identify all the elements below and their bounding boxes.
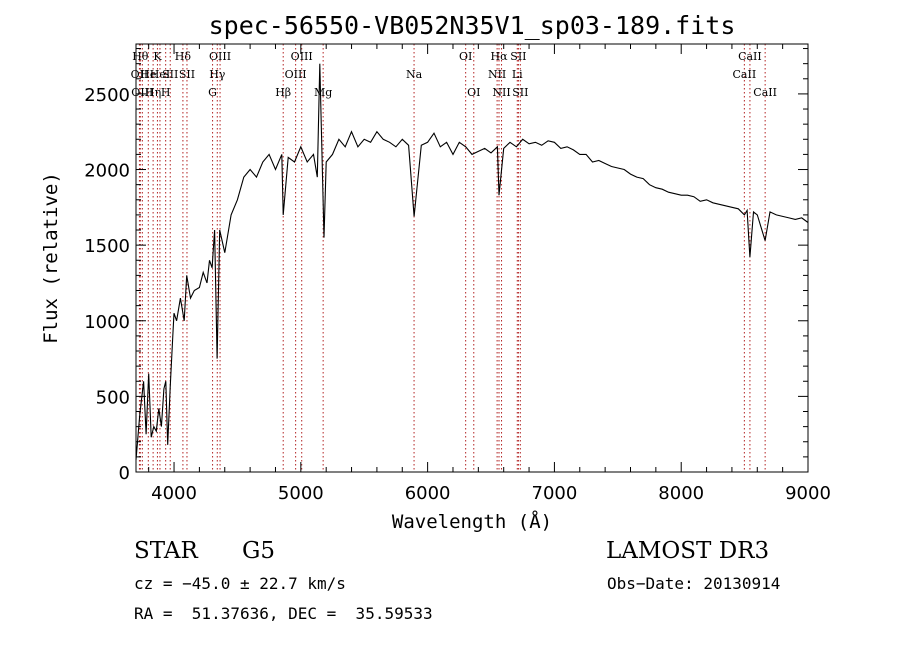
observation-date: Obs−Date: 20130914 [607,574,781,593]
y-tick-label: 2000 [84,161,130,182]
y-tick-label: 500 [96,387,130,408]
x-axis-label: Wavelength (Å) [392,510,552,533]
line-label: H [161,86,171,99]
line-label: He [140,68,156,81]
spectrum-line [135,63,809,460]
y-tick-label: 2500 [84,85,130,106]
line-label: OII [131,68,149,81]
line-label: OI [459,50,472,63]
ra-dec-coordinates: RA = 51.37636, DEC = 35.59533 [134,604,433,623]
line-label: OIII [285,68,307,81]
x-axis-ticks: 4000 5000 6000 7000 8000 9000 [148,44,831,504]
line-label: NII [492,86,510,99]
x-tick-label: 8000 [658,483,704,504]
line-label: CaII [733,68,757,81]
object-type: STAR [134,538,198,564]
spectral-line-labels: Hθ OII OIII He Hη K HeI H SII Hδ SII G Hγ OIII Hβ OIII O… [131,50,777,99]
line-label: OIII [131,86,153,99]
line-label: SII [162,68,178,81]
line-label: SII [512,86,528,99]
line-label: SII [510,50,526,63]
x-tick-label: 4000 [151,483,197,504]
line-label: Hβ [275,86,291,99]
line-label: Mg [314,86,332,99]
x-tick-label: 9000 [785,483,831,504]
redshift-cz: cz = −45.0 ± 22.7 km/s [134,574,346,593]
line-label: K [153,50,162,63]
x-tick-label: 7000 [532,483,578,504]
survey-name: LAMOST DR3 [606,538,770,564]
spectrum-chart: spec-56550-VB052N35V1_sp03-189.fits Hθ OI… [40,11,831,533]
plot-frame [135,43,809,473]
spectral-line-markers [138,44,766,472]
line-label: Hα [490,50,508,63]
y-axis-label: Flux (relative) [40,172,62,344]
line-label: G [208,86,217,99]
line-label: HeI [150,68,170,81]
y-tick-label: 0 [119,463,130,484]
line-label: Hθ [132,50,149,63]
chart-title: spec-56550-VB052N35V1_sp03-189.fits [209,11,736,40]
line-label: OIII [291,50,313,63]
line-label: OIII [209,50,231,63]
line-label: CaII [738,50,762,63]
y-tick-label: 1500 [84,236,130,257]
line-label: Hδ [175,50,192,63]
line-label: Hγ [209,68,226,81]
line-label: Hη [145,86,161,99]
line-label: Na [406,68,423,81]
line-label: SII [179,68,195,81]
x-tick-label: 6000 [405,483,451,504]
y-tick-label: 1000 [84,312,130,333]
y-axis-ticks: 0 500 1000 1500 2000 2500 [84,48,808,484]
object-class: G5 [242,538,276,564]
line-label: CaII [753,86,777,99]
line-label: OI [467,86,480,99]
line-label: NII [488,68,506,81]
x-tick-label: 5000 [278,483,324,504]
line-label: Li [512,68,523,81]
